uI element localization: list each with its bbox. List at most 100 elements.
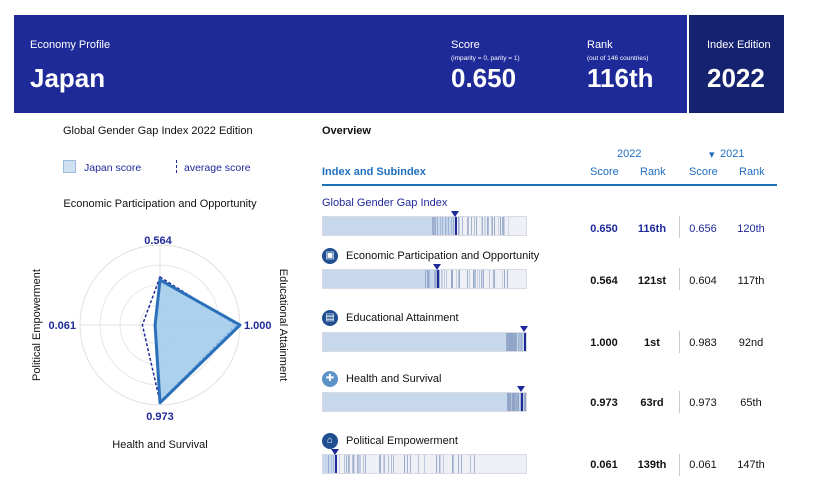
distribution-tick bbox=[446, 270, 447, 288]
distribution-tick bbox=[452, 270, 453, 288]
distribution-tick bbox=[512, 393, 513, 411]
economy-name: Japan bbox=[30, 63, 106, 93]
distribution-tick bbox=[428, 270, 429, 288]
distribution-tick bbox=[424, 455, 425, 473]
distribution-tick bbox=[348, 455, 349, 473]
distribution-tick bbox=[484, 217, 485, 235]
distribution-tick bbox=[470, 455, 471, 473]
radar-value-left: 0.061 bbox=[48, 320, 76, 332]
distribution-tick bbox=[510, 333, 511, 351]
year-2021-marker: ▾ bbox=[709, 149, 715, 161]
distribution-tick bbox=[427, 270, 428, 288]
distribution-tick bbox=[504, 270, 505, 288]
rank-2022: 1st bbox=[644, 337, 660, 349]
distribution-tick bbox=[425, 270, 426, 288]
distribution-tick bbox=[433, 217, 434, 235]
distribution-tick bbox=[494, 270, 495, 288]
score-fill bbox=[323, 217, 455, 235]
distribution-tick bbox=[357, 455, 358, 473]
score-label: Score bbox=[451, 39, 480, 51]
score-2021: 0.973 bbox=[689, 397, 717, 409]
legend-average-label: average score bbox=[184, 162, 251, 174]
score-fill bbox=[323, 393, 521, 411]
distribution-tick bbox=[458, 217, 459, 235]
score-fill bbox=[323, 455, 335, 473]
score-bar-economic bbox=[322, 269, 527, 289]
distribution-tick bbox=[512, 333, 513, 351]
distribution-tick bbox=[459, 217, 460, 235]
column-divider bbox=[679, 454, 680, 476]
score-mark bbox=[335, 455, 337, 473]
distribution-tick bbox=[500, 217, 501, 235]
distribution-tick bbox=[510, 393, 511, 411]
distribution-tick bbox=[331, 455, 332, 473]
radar-chart: Economic Participation and Opportunity H… bbox=[31, 198, 289, 451]
distribution-tick bbox=[511, 333, 512, 351]
distribution-tick bbox=[502, 270, 503, 288]
distribution-tick bbox=[509, 333, 510, 351]
distribution-tick bbox=[384, 455, 385, 473]
distribution-tick bbox=[508, 393, 509, 411]
distribution-tick bbox=[391, 455, 392, 473]
distribution-tick bbox=[365, 455, 366, 473]
column-divider bbox=[679, 391, 680, 413]
distribution-tick bbox=[442, 217, 443, 235]
health-cross-icon: ✚ bbox=[322, 371, 338, 387]
distribution-tick bbox=[467, 217, 468, 235]
axis-label-left: Political Empowerment bbox=[31, 269, 43, 381]
distribution-tick bbox=[451, 270, 452, 288]
distribution-tick bbox=[477, 270, 478, 288]
score-2021: 0.656 bbox=[689, 223, 717, 235]
header-divider bbox=[322, 184, 777, 186]
distribution-tick bbox=[453, 455, 454, 473]
edition-label: Index Edition bbox=[707, 39, 771, 51]
score-mark bbox=[455, 217, 457, 235]
book-icon: ▤ bbox=[322, 310, 338, 326]
distribution-tick bbox=[471, 217, 472, 235]
score-2022: 0.564 bbox=[590, 275, 618, 287]
distribution-tick bbox=[483, 270, 484, 288]
distribution-tick bbox=[487, 217, 488, 235]
distribution-tick bbox=[352, 455, 353, 473]
distribution-tick bbox=[503, 217, 504, 235]
distribution-tick bbox=[488, 217, 489, 235]
row-title-education: Educational Attainment bbox=[346, 312, 459, 324]
distribution-tick bbox=[333, 455, 334, 473]
distribution-tick bbox=[526, 393, 527, 411]
distribution-tick bbox=[474, 270, 475, 288]
distribution-tick bbox=[518, 393, 519, 411]
distribution-tick bbox=[407, 455, 408, 473]
distribution-tick bbox=[474, 455, 475, 473]
distribution-tick bbox=[468, 217, 469, 235]
distribution-tick bbox=[410, 455, 411, 473]
score-marker-economic bbox=[433, 264, 441, 270]
score-bar-global bbox=[322, 216, 527, 236]
distribution-tick bbox=[380, 455, 381, 473]
distribution-tick bbox=[479, 270, 480, 288]
distribution-tick bbox=[418, 455, 419, 473]
distribution-tick bbox=[481, 270, 482, 288]
score-2022: 1.000 bbox=[590, 337, 618, 349]
distribution-tick bbox=[473, 270, 474, 288]
distribution-tick bbox=[358, 455, 359, 473]
distribution-tick bbox=[526, 333, 527, 351]
distribution-tick bbox=[453, 217, 454, 235]
distribution-tick bbox=[360, 455, 361, 473]
legend-average-swatch bbox=[176, 160, 177, 173]
col-index-header: Index and Subindex bbox=[322, 166, 426, 178]
year-2021-label: 2021 bbox=[720, 148, 745, 160]
distribution-tick bbox=[442, 270, 443, 288]
distribution-tick bbox=[359, 455, 360, 473]
distribution-tick bbox=[518, 393, 519, 411]
rank-2022: 116th bbox=[637, 223, 667, 235]
distribution-tick bbox=[339, 455, 340, 473]
distribution-tick bbox=[518, 333, 519, 351]
distribution-tick bbox=[512, 393, 513, 411]
distribution-tick bbox=[384, 455, 385, 473]
distribution-tick bbox=[526, 333, 527, 351]
score-2021: 0.604 bbox=[689, 275, 717, 287]
score-2021: 0.983 bbox=[689, 337, 717, 349]
row-title-political: Political Empowerment bbox=[346, 435, 458, 447]
score-2021: 0.061 bbox=[689, 459, 717, 471]
axis-label-right: Educational Attainment bbox=[277, 269, 289, 382]
